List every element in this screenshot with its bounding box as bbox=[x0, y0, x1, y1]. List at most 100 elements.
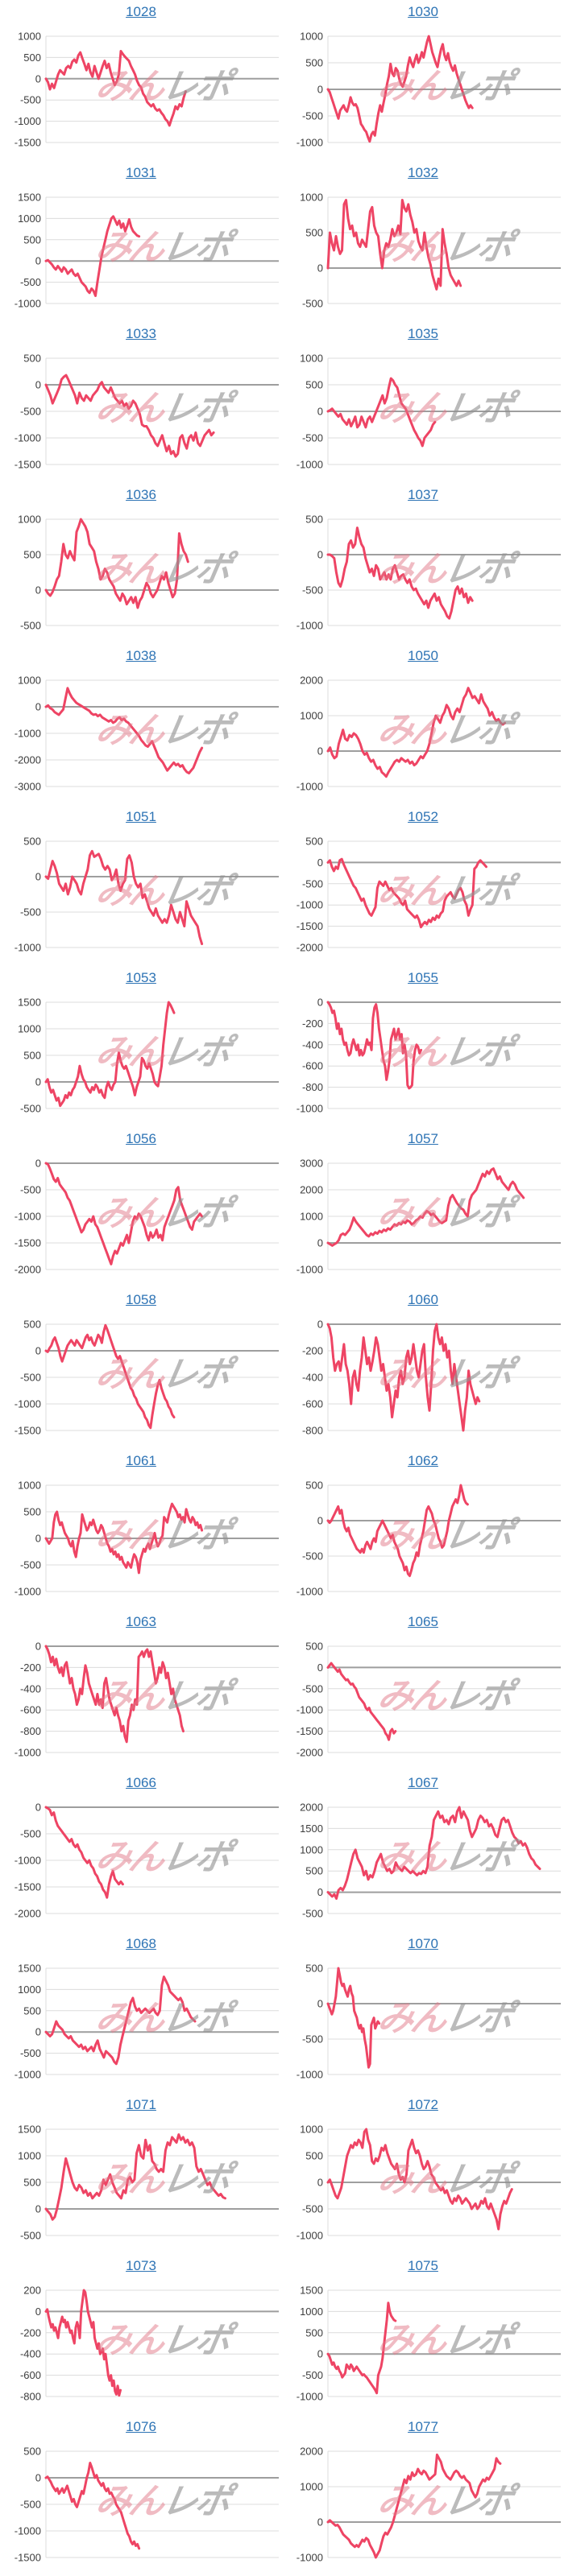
y-axis-tick-label: -1000 bbox=[297, 620, 323, 632]
y-axis-tick-label: 3000 bbox=[300, 1158, 323, 1170]
y-axis-tick-label: -1000 bbox=[15, 115, 41, 127]
sparkline-chart: 500 0 -500 -1000 bbox=[15, 836, 279, 954]
chart-cell-1066: 1066 0 -500 -1000 -1500 -2000 みんレポ bbox=[0, 1771, 282, 1932]
machine-number-link[interactable]: 1031 bbox=[126, 165, 156, 180]
y-axis-tick-label: -500 bbox=[302, 2369, 323, 2381]
y-axis-tick-label: 0 bbox=[317, 1886, 323, 1898]
payout-diff-line bbox=[44, 2133, 226, 2221]
chart-cell-1072: 1072 1000 500 0 -500 -1000 みんレポ bbox=[282, 2093, 564, 2254]
machine-number-link[interactable]: 1037 bbox=[408, 487, 438, 502]
machine-number-link[interactable]: 1028 bbox=[126, 4, 156, 19]
machine-number-link[interactable]: 1030 bbox=[408, 4, 438, 19]
machine-number-link[interactable]: 1066 bbox=[126, 1775, 156, 1790]
y-axis-tick-label: -500 bbox=[20, 406, 41, 418]
y-axis-tick-label: -1000 bbox=[297, 459, 323, 471]
payout-diff-line bbox=[44, 849, 204, 946]
machine-number-link[interactable]: 1071 bbox=[126, 2097, 156, 2112]
chart-cell-1058: 1058 500 0 -500 -1000 -1500 みんレポ bbox=[0, 1288, 282, 1449]
machine-number-link[interactable]: 1051 bbox=[126, 809, 156, 824]
y-axis-tick-label: -1000 bbox=[15, 2069, 41, 2081]
chart-cell-1062: 1062 500 0 -500 -1000 みんレポ bbox=[282, 1449, 564, 1610]
machine-number-link[interactable]: 1077 bbox=[408, 2419, 438, 2434]
machine-number-link[interactable]: 1055 bbox=[408, 970, 438, 985]
y-axis-tick-label: -2000 bbox=[15, 1264, 41, 1276]
sparkline-chart: 500 0 -500 -1000 -1500 bbox=[15, 2446, 279, 2564]
machine-number-link[interactable]: 1032 bbox=[408, 165, 438, 180]
sparkline-chart: 500 0 -500 -1000 -1500 bbox=[15, 353, 279, 471]
machine-number-link[interactable]: 1072 bbox=[408, 2097, 438, 2112]
sparkline-chart: 1000 500 0 -500 -1000 bbox=[297, 31, 561, 149]
chart-cell-1063: 1063 0 -200 -400 -600 -800 -1000 みんレポ bbox=[0, 1610, 282, 1771]
y-axis-tick-label: -500 bbox=[20, 2230, 41, 2242]
machine-number-link[interactable]: 1050 bbox=[408, 648, 438, 663]
machine-number-link[interactable]: 1070 bbox=[408, 1936, 438, 1951]
y-axis-tick-label: 0 bbox=[35, 584, 41, 597]
machine-number-link[interactable]: 1060 bbox=[408, 1292, 438, 1307]
y-axis-tick-label: -500 bbox=[20, 1103, 41, 1115]
y-axis-tick-label: -400 bbox=[20, 1682, 41, 1695]
y-axis-tick-label: -400 bbox=[302, 1038, 323, 1051]
y-axis-tick-label: 500 bbox=[305, 379, 323, 391]
machine-number-link[interactable]: 1033 bbox=[126, 326, 156, 341]
machine-number-link[interactable]: 1075 bbox=[408, 2258, 438, 2273]
machine-number-link[interactable]: 1035 bbox=[408, 326, 438, 341]
machine-number-link[interactable]: 1068 bbox=[126, 1936, 156, 1951]
machine-number-link[interactable]: 1062 bbox=[408, 1453, 438, 1468]
y-axis-tick-label: -3000 bbox=[15, 781, 41, 793]
machine-number-link[interactable]: 1057 bbox=[408, 1131, 438, 1146]
machine-number-link[interactable]: 1073 bbox=[126, 2258, 156, 2273]
payout-diff-line bbox=[326, 35, 474, 143]
machine-number-link[interactable]: 1058 bbox=[126, 1292, 156, 1307]
sparkline-chart: 2000 1500 1000 500 0 -500 bbox=[300, 1802, 561, 1920]
y-axis-tick-label: 500 bbox=[23, 2177, 41, 2189]
y-axis-tick-label: -600 bbox=[302, 1398, 323, 1410]
machine-number-link[interactable]: 1067 bbox=[408, 1775, 438, 1790]
y-axis-tick-label: 500 bbox=[305, 1865, 323, 1877]
chart-cell-1077: 1077 2000 1000 0 -1000 みんレポ bbox=[282, 2415, 564, 2576]
y-axis-tick-label: -500 bbox=[20, 1559, 41, 1571]
y-axis-tick-label: -500 bbox=[302, 584, 323, 597]
y-axis-tick-label: -1000 bbox=[15, 298, 41, 310]
y-axis-tick-label: 500 bbox=[305, 227, 323, 239]
y-axis-tick-label: -500 bbox=[20, 276, 41, 288]
y-axis-tick-label: -1000 bbox=[297, 1264, 323, 1276]
machine-number-link[interactable]: 1038 bbox=[126, 648, 156, 663]
machine-number-link[interactable]: 1076 bbox=[126, 2419, 156, 2434]
y-axis-tick-label: 0 bbox=[317, 2177, 323, 2189]
y-axis-tick-label: -800 bbox=[302, 1081, 323, 1093]
y-axis-tick-label: 0 bbox=[317, 84, 323, 96]
y-axis-tick-label: -800 bbox=[20, 2391, 41, 2403]
y-axis-tick-label: -1000 bbox=[15, 432, 41, 444]
y-axis-tick-label: -600 bbox=[302, 1060, 323, 1072]
machine-number-link[interactable]: 1036 bbox=[126, 487, 156, 502]
y-axis-tick-label: 1500 bbox=[18, 1963, 41, 1975]
chart-cell-1073: 1073 200 0 -200 -400 -600 -800 みんレポ bbox=[0, 2254, 282, 2415]
y-axis-tick-label: 500 bbox=[23, 836, 41, 848]
y-axis-tick-label: 0 bbox=[317, 857, 323, 869]
chart-cell-1035: 1035 1000 500 0 -500 -1000 みんレポ bbox=[282, 322, 564, 483]
y-axis-tick-label: 500 bbox=[23, 1506, 41, 1518]
payout-diff-line bbox=[326, 1806, 541, 1900]
machine-number-link[interactable]: 1061 bbox=[126, 1453, 156, 1468]
chart-cell-1052: 1052 500 0 -500 -1000 -1500 -2000 みんレポ bbox=[282, 805, 564, 966]
y-axis-tick-label: -400 bbox=[20, 2348, 41, 2360]
chart-cell-1038: 1038 1000 0 -1000 -2000 -3000 みんレポ bbox=[0, 644, 282, 805]
payout-diff-line bbox=[44, 2462, 141, 2550]
sparkline-chart: 2000 1000 0 -1000 bbox=[297, 2446, 561, 2564]
y-axis-tick-label: 500 bbox=[23, 2446, 41, 2458]
y-axis-tick-label: 1500 bbox=[300, 2285, 323, 2297]
payout-diff-line bbox=[326, 2128, 513, 2231]
machine-number-link[interactable]: 1053 bbox=[126, 970, 156, 985]
machine-number-link[interactable]: 1065 bbox=[408, 1614, 438, 1629]
machine-number-link[interactable]: 1052 bbox=[408, 809, 438, 824]
machine-number-link[interactable]: 1056 bbox=[126, 1131, 156, 1146]
machine-number-link[interactable]: 1063 bbox=[126, 1614, 156, 1629]
y-axis-tick-label: 1000 bbox=[18, 1480, 41, 1492]
sparkline-chart: 1000 500 0 -500 -1000 -1500 bbox=[15, 31, 279, 149]
y-axis-tick-label: -500 bbox=[20, 2499, 41, 2511]
y-axis-tick-label: -1000 bbox=[297, 1704, 323, 1716]
sparkline-chart: 500 0 -500 -1000 bbox=[297, 1963, 561, 2081]
y-axis-tick-label: 1000 bbox=[18, 213, 41, 225]
y-axis-tick-label: 1000 bbox=[300, 710, 323, 722]
